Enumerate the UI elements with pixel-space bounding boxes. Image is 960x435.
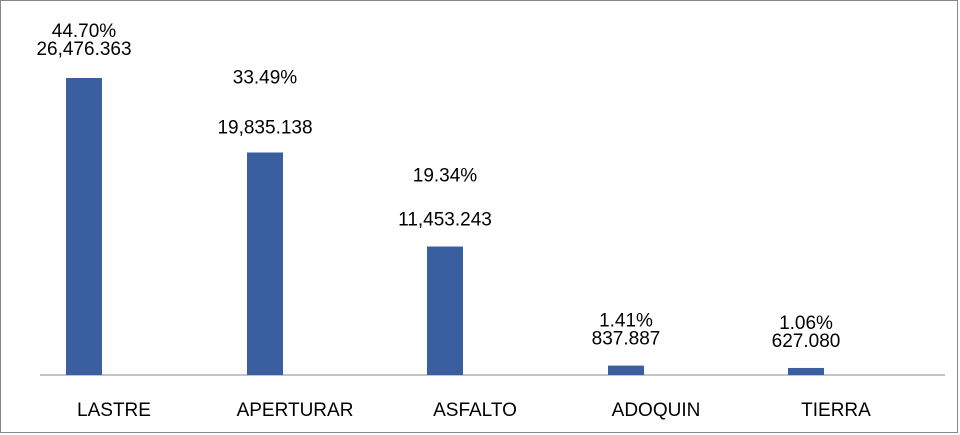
value-label: 19,835.138 — [217, 118, 312, 139]
share-label: 1.06% — [779, 313, 833, 334]
bar — [247, 152, 283, 375]
share-label: 1.41% — [599, 311, 653, 332]
share-label: 33.49% — [233, 68, 298, 89]
share-label: 19.34% — [413, 166, 478, 187]
share-label: 44.70% — [52, 21, 117, 42]
value-label: 627.080 — [772, 331, 841, 352]
bar — [427, 246, 463, 375]
x-tick-label: ASFALTO — [433, 400, 517, 421]
x-tick-label: ADOQUIN — [612, 400, 701, 421]
x-tick-label: APERTURAR — [237, 400, 354, 421]
bar — [788, 367, 824, 375]
x-tick-label: LASTRE — [77, 400, 151, 421]
bar — [66, 78, 102, 375]
value-label: 837.887 — [592, 329, 661, 350]
x-tick-label: TIERRA — [801, 400, 871, 421]
value-label: 26,476.363 — [36, 39, 131, 60]
value-label: 11,453.243 — [398, 210, 492, 231]
bar — [608, 365, 644, 375]
